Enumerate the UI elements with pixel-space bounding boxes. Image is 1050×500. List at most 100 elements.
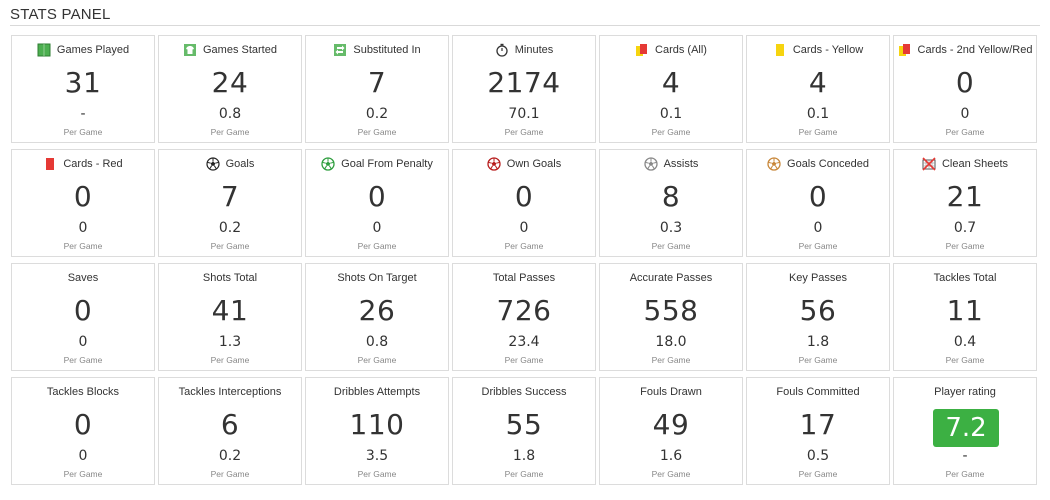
per-game-value: 0 xyxy=(813,220,823,236)
stat-card-header: Cards - Yellow xyxy=(747,42,889,58)
per-game-value: 18.0 xyxy=(655,334,687,350)
per-game-label: Per Game xyxy=(357,355,397,365)
stat-value: 4 xyxy=(808,66,828,99)
stat-label: Tackles Interceptions xyxy=(178,386,282,398)
stat-label: Goals Conceded xyxy=(787,158,869,170)
per-game-label: Per Game xyxy=(651,241,691,251)
stat-value: 0 xyxy=(955,66,975,99)
stat-value: 24 xyxy=(211,66,249,99)
stat-value: 0 xyxy=(514,180,534,213)
per-game-value: 1.3 xyxy=(218,334,242,350)
stat-label: Cards - Yellow xyxy=(792,44,864,56)
stat-label: Cards (All) xyxy=(655,44,707,56)
stat-card-header: Cards - 2nd Yellow/Red xyxy=(894,42,1036,58)
stat-card-header: Key Passes xyxy=(747,270,889,286)
stopwatch-icon xyxy=(495,43,509,57)
per-game-label: Per Game xyxy=(945,127,985,137)
stat-card-header: Total Passes xyxy=(453,270,595,286)
stat-value: 21 xyxy=(946,180,984,213)
stat-label: Substituted In xyxy=(353,44,421,56)
stat-card-header: Dribbles Success xyxy=(453,384,595,400)
stat-card-shots-on-target: Shots On Target 26 0.8 Per Game xyxy=(305,263,449,371)
stat-card-header: Shots Total xyxy=(159,270,301,286)
stat-card-clean-sheets: Clean Sheets 21 0.7 Per Game xyxy=(893,149,1037,257)
stat-card-header: Tackles Blocks xyxy=(12,384,154,400)
stat-label: Cards - 2nd Yellow/Red xyxy=(917,44,1033,56)
stat-label: Games Played xyxy=(56,44,130,56)
stat-card-header: Cards (All) xyxy=(600,42,742,58)
per-game-label: Per Game xyxy=(357,241,397,251)
stat-label: Shots On Target xyxy=(337,272,417,284)
per-game-label: Per Game xyxy=(210,241,250,251)
stat-value: 558 xyxy=(643,294,699,327)
stat-card-games-started: Games Started 24 0.8 Per Game xyxy=(158,35,302,143)
stat-card-header: Dribbles Attempts xyxy=(306,384,448,400)
own-goal-ball-icon xyxy=(487,157,501,171)
stat-card-assists: Assists 8 0.3 Per Game xyxy=(599,149,743,257)
per-game-value: 0.2 xyxy=(218,220,242,236)
pitch-icon xyxy=(37,43,51,57)
stat-value: 0 xyxy=(808,180,828,213)
stat-card-header: Player rating xyxy=(894,384,1036,400)
per-game-value: 0.2 xyxy=(218,448,242,464)
per-game-value: 0 xyxy=(78,448,88,464)
stat-value: 4 xyxy=(661,66,681,99)
per-game-label: Per Game xyxy=(357,127,397,137)
stat-label: Fouls Drawn xyxy=(640,386,702,398)
stat-value: 7 xyxy=(367,66,387,99)
stat-label: Key Passes xyxy=(788,272,848,284)
per-game-value: 0.7 xyxy=(953,220,977,236)
stat-card-dribbles-success: Dribbles Success 55 1.8 Per Game xyxy=(452,377,596,485)
per-game-label: Per Game xyxy=(63,355,103,365)
per-game-label: Per Game xyxy=(504,469,544,479)
stat-value: 26 xyxy=(358,294,396,327)
panel-title: STATS PANEL xyxy=(10,6,111,23)
stat-card-header: Fouls Committed xyxy=(747,384,889,400)
stat-card-header: Goals xyxy=(159,156,301,172)
per-game-label: Per Game xyxy=(798,127,838,137)
second-yellow-icon xyxy=(898,43,912,57)
stat-value: 8 xyxy=(661,180,681,213)
stat-card-saves: Saves 0 0 Per Game xyxy=(11,263,155,371)
stat-value: 0 xyxy=(73,294,93,327)
per-game-value: 0 xyxy=(372,220,382,236)
stat-card-dribbles-attempts: Dribbles Attempts 110 3.5 Per Game xyxy=(305,377,449,485)
stat-card-tackles-interceptions: Tackles Interceptions 6 0.2 Per Game xyxy=(158,377,302,485)
assist-ball-icon xyxy=(643,157,658,171)
stat-card-header: Cards - Red xyxy=(12,156,154,172)
stat-card-shots-total: Shots Total 41 1.3 Per Game xyxy=(158,263,302,371)
red-card-icon xyxy=(43,157,57,171)
stat-label: Fouls Committed xyxy=(776,386,860,398)
per-game-label: Per Game xyxy=(945,469,985,479)
clean-sheet-icon xyxy=(922,157,936,171)
per-game-value: 0 xyxy=(78,334,88,350)
per-game-label: Per Game xyxy=(945,241,985,251)
stat-value: 31 xyxy=(64,66,102,99)
stat-value: 0 xyxy=(73,180,93,213)
stat-value: 7 xyxy=(220,180,240,213)
stat-value: 0 xyxy=(367,180,387,213)
per-game-label: Per Game xyxy=(210,127,250,137)
stat-value: 56 xyxy=(799,294,837,327)
stat-label: Minutes xyxy=(514,44,554,56)
per-game-value: 3.5 xyxy=(365,448,389,464)
stat-label: Tackles Total xyxy=(933,272,997,284)
stat-card-header: Assists xyxy=(600,156,742,172)
per-game-label: Per Game xyxy=(945,355,985,365)
per-game-value: 0.2 xyxy=(365,106,389,122)
stat-label: Dribbles Success xyxy=(481,386,567,398)
per-game-value: 0.8 xyxy=(365,334,389,350)
per-game-value: - xyxy=(962,448,968,464)
per-game-label: Per Game xyxy=(504,355,544,365)
stat-label: Goals xyxy=(225,158,255,170)
per-game-value: 0.1 xyxy=(659,106,683,122)
cards-all-icon xyxy=(635,43,649,57)
stat-label: Dribbles Attempts xyxy=(333,386,421,398)
per-game-value: 1.6 xyxy=(659,448,683,464)
per-game-label: Per Game xyxy=(210,355,250,365)
stat-card-header: Minutes xyxy=(453,42,595,58)
per-game-value: 0.4 xyxy=(953,334,977,350)
stat-value: 2174 xyxy=(487,66,561,99)
stat-card-games-played: Games Played 31 - Per Game xyxy=(11,35,155,143)
stat-card-own-goals: Own Goals 0 0 Per Game xyxy=(452,149,596,257)
